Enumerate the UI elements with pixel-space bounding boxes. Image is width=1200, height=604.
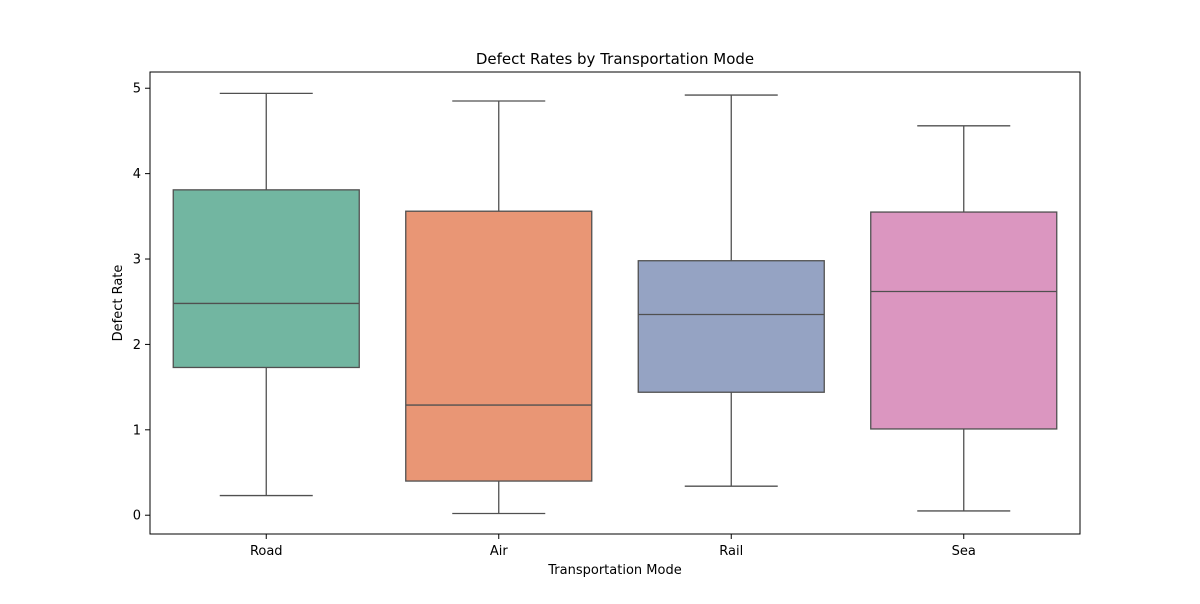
x-axis: Road Air Rail Sea	[250, 534, 976, 559]
plot-frame	[149, 71, 1081, 535]
y-tick-label: 1	[133, 423, 141, 438]
box-group-air	[405, 100, 593, 515]
x-axis-label: Transportation Mode	[547, 563, 681, 578]
y-tick-label: 3	[133, 253, 141, 268]
y-tick-label: 4	[133, 167, 141, 182]
y-axis-label: Defect Rate	[111, 265, 126, 342]
box-group-rail	[637, 94, 825, 487]
iqr-box	[405, 210, 593, 482]
chart-title: Defect Rates by Transportation Mode	[476, 50, 754, 68]
x-tick-label: Sea	[952, 544, 976, 559]
y-tick-label: 2	[133, 338, 141, 353]
iqr-box	[637, 260, 825, 393]
y-axis: 0 1 2 3 4 5	[133, 82, 150, 524]
x-tick-label: Rail	[719, 544, 743, 559]
box-group-sea	[870, 125, 1058, 512]
iqr-box	[870, 211, 1058, 430]
iqr-box	[172, 189, 360, 369]
box-group-road	[172, 92, 360, 497]
y-tick-label: 5	[133, 82, 141, 97]
x-tick-label: Air	[490, 544, 509, 559]
y-tick-label: 0	[133, 509, 141, 524]
boxes-layer	[172, 92, 1058, 515]
x-tick-label: Road	[250, 544, 283, 559]
